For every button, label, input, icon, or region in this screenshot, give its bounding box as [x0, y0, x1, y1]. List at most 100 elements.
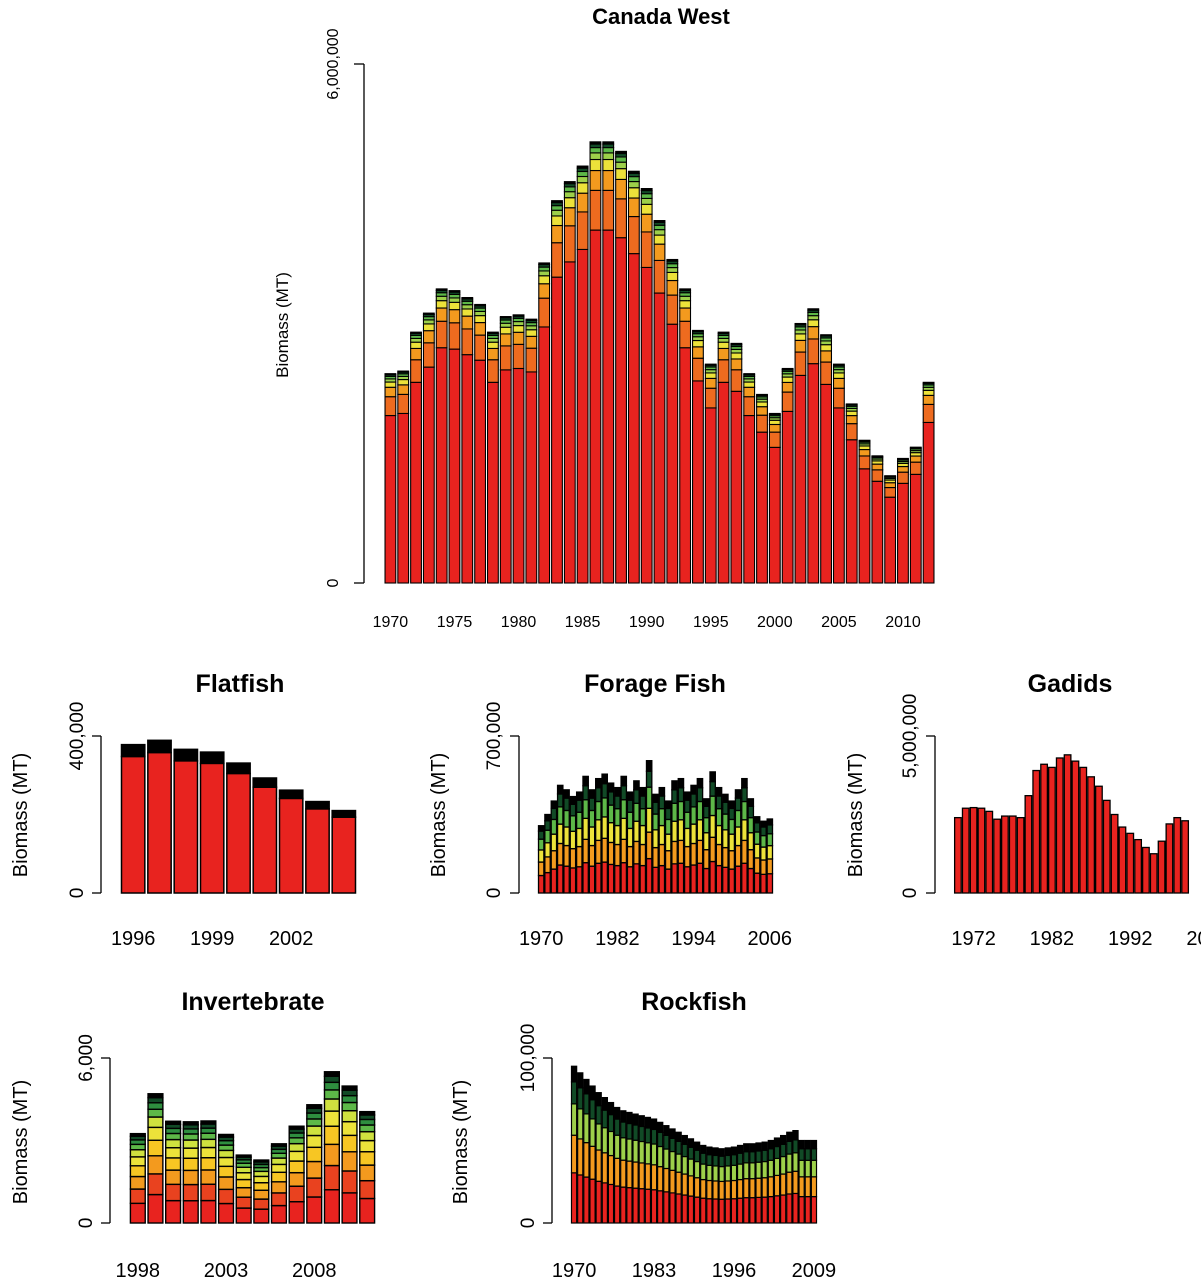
- bar-segment: [341, 1134, 358, 1153]
- bar-segment: [761, 1141, 768, 1151]
- bar-segment: [884, 482, 897, 489]
- bar-1977: [613, 1106, 621, 1224]
- bar-segment: [736, 1163, 744, 1181]
- bar-segment: [633, 863, 640, 894]
- bar-segment: [582, 838, 589, 864]
- x-tick-label: 2005: [821, 614, 857, 631]
- bar-1999: [199, 751, 225, 894]
- bar-segment: [583, 1093, 590, 1115]
- bar-segment: [730, 1179, 738, 1200]
- x-tick-label: 1992: [1108, 928, 1153, 950]
- bar-segment: [645, 760, 653, 772]
- bar-segment: [235, 1166, 252, 1174]
- bar-1991: [1118, 826, 1127, 894]
- bar-segment: [693, 1196, 701, 1224]
- bar-segment: [499, 326, 512, 335]
- bar-segment: [741, 862, 748, 894]
- bar-segment: [687, 1146, 695, 1160]
- bar-segment: [792, 1170, 799, 1195]
- bar-segment: [633, 789, 640, 804]
- bar-segment: [722, 801, 729, 815]
- bar-segment: [306, 1160, 323, 1179]
- bar-1993: [679, 288, 692, 584]
- bar-segment: [666, 263, 679, 269]
- bar-segment: [658, 795, 666, 810]
- bar-1998: [1173, 816, 1182, 894]
- bar-1989: [627, 170, 640, 584]
- bar-segment: [1181, 820, 1190, 894]
- bar-segment: [538, 297, 551, 328]
- bar-segment: [779, 1155, 787, 1175]
- bar-1998: [173, 748, 199, 894]
- x-tick-label: 2010: [885, 614, 921, 631]
- x-tick-label: 2009: [792, 1260, 837, 1282]
- y-axis-label: Biomass (MT): [845, 753, 867, 877]
- bar-segment: [953, 816, 962, 894]
- bar-segment: [679, 300, 692, 309]
- bar-1995: [1149, 853, 1158, 894]
- bar-segment: [704, 377, 717, 389]
- bar-segment: [794, 322, 807, 326]
- bar-segment: [820, 344, 833, 352]
- bar-segment: [129, 1156, 146, 1167]
- bar-segment: [677, 787, 685, 803]
- bar-segment: [804, 1176, 811, 1198]
- bar-segment: [626, 1187, 633, 1224]
- bar-segment: [700, 1144, 707, 1154]
- bar-segment: [804, 1148, 811, 1161]
- bar-segment: [200, 1183, 217, 1202]
- x-tick-label: 1970: [373, 614, 409, 631]
- bar-2001: [781, 367, 794, 584]
- bar-segment: [270, 1157, 288, 1166]
- bar-segment: [589, 1118, 596, 1147]
- bar-segment: [499, 345, 512, 371]
- bar-segment: [683, 791, 691, 801]
- bar-1971: [961, 807, 970, 894]
- bar-segment: [743, 1197, 750, 1224]
- bar-segment: [767, 1195, 775, 1224]
- bar-segment: [652, 801, 659, 815]
- bar-segment: [832, 363, 845, 366]
- bar-segment: [858, 468, 871, 584]
- bar-segment: [537, 838, 545, 851]
- bar-segment: [323, 1098, 341, 1112]
- bar-segment: [613, 1106, 621, 1120]
- bar-2003: [747, 798, 755, 894]
- bar-segment: [614, 864, 621, 894]
- bar-segment: [690, 784, 697, 795]
- bar-segment: [627, 187, 640, 199]
- bar-segment: [743, 396, 756, 417]
- bar-1976: [575, 791, 583, 894]
- bar-1983: [650, 1118, 658, 1224]
- bar-1998: [743, 373, 756, 584]
- bar-segment: [692, 339, 704, 348]
- bar-segment: [147, 1173, 164, 1196]
- bar-segment: [589, 158, 602, 172]
- bar-segment: [871, 469, 884, 482]
- bar-segment: [615, 161, 627, 170]
- bar-segment: [588, 844, 596, 867]
- bar-segment: [724, 1147, 732, 1157]
- bar-segment: [602, 169, 615, 191]
- bar-group: [384, 141, 935, 584]
- bar-segment: [632, 1124, 639, 1141]
- bar-segment: [794, 374, 807, 584]
- bar-1996: [717, 331, 730, 584]
- bar-segment: [747, 867, 755, 894]
- bar-segment: [639, 786, 647, 797]
- bar-segment: [715, 786, 723, 797]
- bar-segment: [717, 331, 730, 334]
- bar-segment: [570, 1172, 578, 1224]
- x-tick-label: 1970: [519, 928, 564, 950]
- bar-segment: [575, 799, 583, 813]
- bar-segment: [760, 834, 767, 848]
- bar-1976: [461, 296, 474, 584]
- bar-segment: [761, 1177, 768, 1198]
- bar-segment: [884, 486, 897, 498]
- bar-1972: [583, 1078, 590, 1224]
- bar-segment: [730, 352, 743, 360]
- bar-segment: [270, 1192, 288, 1207]
- bar-segment: [692, 380, 704, 584]
- bar-segment: [760, 859, 767, 875]
- bar-segment: [359, 1197, 376, 1224]
